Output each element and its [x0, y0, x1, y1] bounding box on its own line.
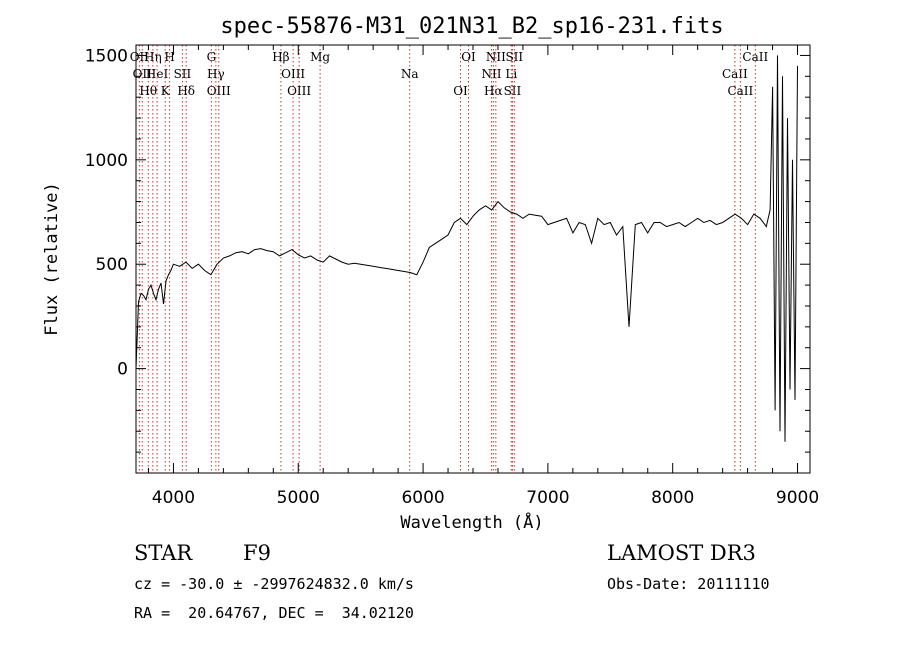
y-tick-label-1: 500 — [96, 255, 128, 275]
marker-label-13: OIII — [281, 67, 305, 81]
marker-label-7: SII — [174, 67, 192, 81]
y-tick-label-2: 1000 — [85, 151, 128, 171]
x-tick-label-5: 9000 — [776, 488, 819, 508]
axis-ticks: 4000 5000 6000 7000 8000 9000 0 500 1000 1500 — [85, 45, 819, 508]
marker-label-12: Hβ — [272, 50, 289, 64]
y-tick-label-0: 0 — [117, 360, 128, 380]
marker-label-16: Na — [401, 67, 419, 81]
marker-label-24: SII — [505, 50, 523, 64]
marker-label-21: NII — [486, 50, 506, 64]
plot-frame — [135, 44, 811, 474]
marker-label-8: Hδ — [177, 84, 195, 98]
x-axis-label: Wavelength (Å) — [400, 511, 543, 533]
y-tick-label-3: 1500 — [85, 46, 128, 66]
marker-label-23: SII — [504, 84, 522, 98]
marker-label-1: OII — [133, 67, 153, 81]
marker-label-25: CaII — [722, 67, 748, 81]
x-tick-label-4: 8000 — [651, 488, 694, 508]
marker-label-0: OII — [130, 50, 150, 64]
chart-title: spec-55876-M31_021N31_B2_sp16-231.fits — [220, 14, 723, 39]
marker-label-15: Mg — [310, 50, 330, 64]
observation-date: Obs-Date: 20111110 — [607, 575, 770, 593]
y-axis-label: Flux (relative) — [42, 182, 62, 336]
spectral-line-markers: OIIOIIHθHηHeIKHSIIHδGHγOIIIHβOIIIOIIIMgN… — [130, 45, 768, 473]
marker-label-26: CaII — [727, 84, 753, 98]
object-class: STAR — [134, 541, 193, 565]
redshift-readout: cz = -30.0 ± -2997624832.0 km/s — [134, 575, 414, 593]
x-tick-label-0: 4000 — [152, 488, 195, 508]
marker-label-4: HeI — [146, 67, 169, 81]
marker-label-6: H — [164, 50, 174, 64]
marker-label-20: Hα — [484, 84, 503, 98]
marker-label-18: OI — [461, 50, 476, 64]
series-group — [135, 55, 798, 442]
marker-label-10: Hγ — [207, 67, 225, 81]
marker-label-2: Hθ — [139, 84, 157, 98]
marker-label-11: OIII — [207, 84, 231, 98]
object-subclass: F9 — [243, 541, 271, 565]
marker-label-27: CaII — [742, 50, 768, 64]
marker-label-3: Hη — [144, 50, 162, 64]
x-tick-label-3: 7000 — [526, 488, 569, 508]
survey-name: LAMOST DR3 — [607, 541, 756, 565]
marker-label-9: G — [207, 50, 217, 64]
marker-label-5: K — [161, 84, 171, 98]
marker-label-17: OI — [453, 84, 468, 98]
series-line-0 — [135, 55, 798, 442]
marker-label-22: Li — [505, 67, 517, 81]
x-tick-label-1: 5000 — [277, 488, 320, 508]
x-tick-label-2: 6000 — [401, 488, 444, 508]
coordinates-readout: RA = 20.64767, DEC = 34.02120 — [134, 604, 414, 622]
marker-label-19: NII — [481, 67, 501, 81]
marker-label-14: OIII — [287, 84, 311, 98]
